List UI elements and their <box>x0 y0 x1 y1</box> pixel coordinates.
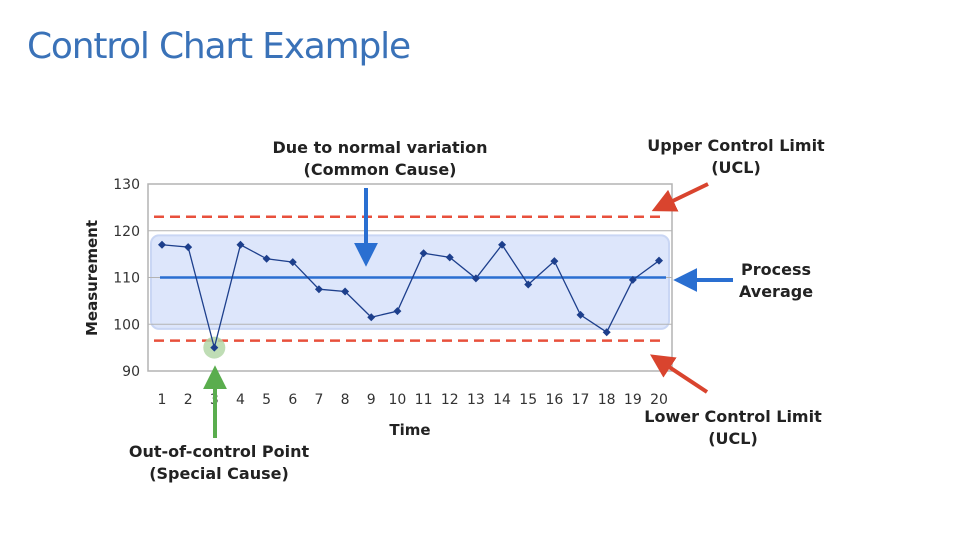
x-tick-12: 12 <box>441 392 459 408</box>
data-point-12 <box>445 253 454 262</box>
x-tick-17: 17 <box>572 392 590 408</box>
data-point-11 <box>419 249 428 258</box>
x-tick-16: 16 <box>545 392 563 408</box>
y-tick-90: 90 <box>122 364 140 380</box>
x-tick-15: 15 <box>519 392 537 408</box>
data-point-18 <box>602 328 611 337</box>
x-tick-13: 13 <box>467 392 485 408</box>
x-tick-11: 11 <box>415 392 433 408</box>
data-point-1 <box>158 240 166 249</box>
x-tick-19: 19 <box>624 392 642 408</box>
annotation-special-cause-line1: Out-of-control Point <box>129 442 310 461</box>
annotation-special-cause-line2: (Special Cause) <box>149 464 289 483</box>
annotation-ucl-line1: Upper Control Limit <box>647 136 825 155</box>
data-point-2 <box>184 243 193 252</box>
data-point-16 <box>550 257 559 266</box>
y-tick-100: 100 <box>113 317 140 333</box>
annotation-common-cause-line1: Due to normal variation <box>272 138 487 157</box>
x-tick-18: 18 <box>598 392 616 408</box>
annotation-common-cause-line2: (Common Cause) <box>304 160 457 179</box>
arrow-lcl <box>649 354 709 394</box>
arrow-ucl <box>651 182 709 212</box>
data-point-4 <box>236 240 245 249</box>
y-tick-110: 110 <box>113 271 140 287</box>
data-point-3 <box>210 343 219 352</box>
y-tick-120: 120 <box>113 224 140 240</box>
data-point-17 <box>576 310 585 319</box>
y-tick-130: 130 <box>113 177 140 193</box>
x-tick-7: 7 <box>314 392 323 408</box>
data-point-19 <box>628 275 637 284</box>
data-point-13 <box>471 274 480 283</box>
x-tick-5: 5 <box>262 392 271 408</box>
data-point-5 <box>262 254 271 263</box>
x-tick-20: 20 <box>650 392 668 408</box>
x-tick-4: 4 <box>236 392 245 408</box>
x-tick-9: 9 <box>367 392 376 408</box>
annotation-average-line2: Average <box>739 282 813 301</box>
x-tick-8: 8 <box>341 392 350 408</box>
data-point-20 <box>655 256 663 265</box>
x-axis-title: Time <box>389 421 430 439</box>
data-point-9 <box>367 313 376 322</box>
data-point-8 <box>341 287 350 296</box>
x-tick-10: 10 <box>389 392 407 408</box>
annotation-average-line1: Process <box>741 260 811 279</box>
data-point-10 <box>393 307 402 316</box>
data-point-14 <box>498 240 507 249</box>
data-point-6 <box>288 258 297 267</box>
annotation-lcl-line2: (UCL) <box>708 429 758 448</box>
slide-title: Control Chart Example <box>27 26 411 67</box>
x-tick-1: 1 <box>158 392 167 408</box>
annotation-ucl-line2: (UCL) <box>711 158 761 177</box>
y-axis-title: Measurement <box>83 220 101 336</box>
measurement-series-line <box>161 243 660 348</box>
x-tick-14: 14 <box>493 392 511 408</box>
x-tick-6: 6 <box>288 392 297 408</box>
data-point-15 <box>524 280 533 289</box>
x-tick-2: 2 <box>184 392 193 408</box>
annotation-lcl-line1: Lower Control Limit <box>644 407 822 426</box>
data-point-7 <box>314 285 323 294</box>
